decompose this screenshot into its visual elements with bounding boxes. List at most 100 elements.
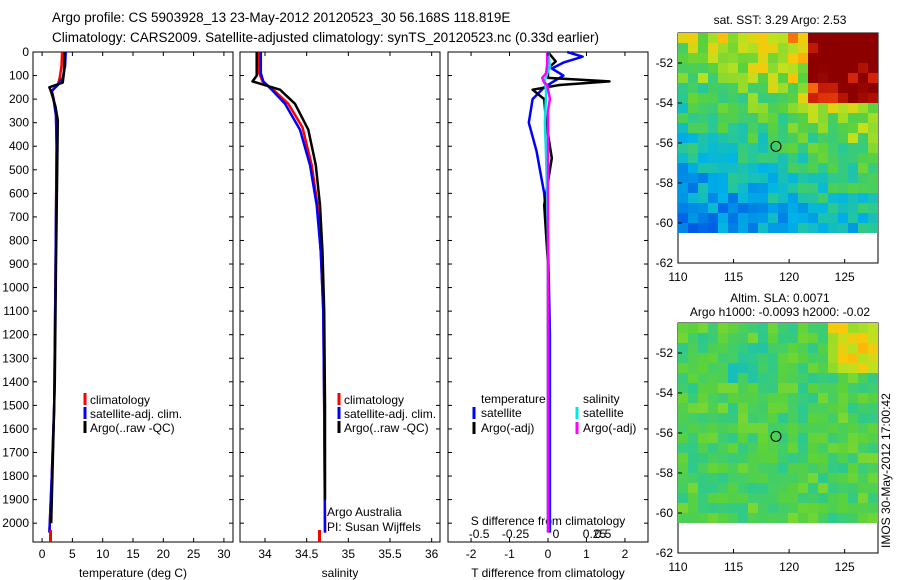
depth-tick-label: 1500 [2,398,29,412]
map-cell [848,123,858,133]
map-cell [768,333,778,343]
map-cell [778,333,788,343]
map-cell [818,93,828,103]
map-cell [738,133,748,143]
map-cell [838,453,848,463]
map-cell [798,373,808,383]
map-cell [798,473,808,483]
map-cell [798,483,808,493]
map-cell [678,343,688,353]
map-cell [718,393,728,403]
map-cell [798,163,808,173]
map-cell [738,33,748,43]
map-cell [778,383,788,393]
map-x-tick-label: 125 [835,560,855,574]
map-cell [868,213,878,223]
map-cell [748,123,758,133]
map-cell [848,473,858,483]
map-cell [728,453,738,463]
map-cell [818,123,828,133]
map-cell [788,103,798,113]
map-cell [808,453,818,463]
map-cell [708,413,718,423]
map-cell [678,163,688,173]
x-tick-label: 0 [545,547,552,561]
map-cell [858,223,868,233]
map-cell [778,113,788,123]
map-cell [778,223,788,233]
argo-location-marker [770,430,782,442]
map-cell [738,453,748,463]
map-cell [758,53,768,63]
map-cell [738,63,748,73]
map-cell [858,323,868,333]
map-cell [858,53,868,63]
series-line [257,52,327,533]
map-cell [808,93,818,103]
map-cell [708,393,718,403]
map-cell [788,483,798,493]
map-cell [868,133,878,143]
map-x-tick-label: 115 [724,270,743,284]
map-cell [728,333,738,343]
map-cell [678,473,688,483]
map-cell [708,443,718,453]
header-line1: Argo profile: CS 5903928_13 23-May-2012 … [52,10,510,25]
map-cell [748,143,758,153]
map-cell [758,173,768,183]
temperature-panel [32,51,234,543]
map-cell [868,173,878,183]
argo-location-marker [770,140,782,152]
map-cell [738,423,748,433]
map-cell [768,33,778,43]
map-cell [698,53,708,63]
map-cell [858,33,868,43]
map-cell [758,103,768,113]
map-cell [728,423,738,433]
map-cell [718,333,728,343]
header-line2: Climatology: CARS2009. Satellite-adjuste… [52,30,599,45]
legend-argo: Argo(..raw -QC) [344,421,429,435]
map-cell [838,373,848,383]
map-cell [858,503,868,513]
map-cell [718,403,728,413]
map-cell [768,43,778,53]
map-cell [848,193,858,203]
map-cell [858,113,868,123]
map-cell [778,173,788,183]
map-cell [858,393,868,403]
map-cell [858,413,868,423]
map-cell [858,143,868,153]
temperature-legend: climatology satellite-adj. clim. Argo(..… [83,393,182,435]
map-cell [718,123,728,133]
map-cell [688,393,698,403]
depth-tick-label: 2000 [2,516,29,530]
map-cell [688,343,698,353]
map-cell [798,143,808,153]
map-cell [728,363,738,373]
map-cell [728,463,738,473]
map-cell [688,513,698,523]
map-cell [748,133,758,143]
map-cell [718,453,728,463]
map-cell [768,513,778,523]
map-cell [818,53,828,63]
map-cell [718,343,728,353]
map-cell [688,383,698,393]
sla-map-title: Altim. SLA: 0.0071 [730,291,830,305]
map-cell [828,433,838,443]
map-cell [758,513,768,523]
map-cell [718,83,728,93]
map-cell [748,103,758,113]
map-cell [748,333,758,343]
map-cell [788,503,798,513]
map-cell [748,393,758,403]
map-cell [728,403,738,413]
map-cell [838,213,848,223]
map-cell [778,183,788,193]
depth-tick-label: 300 [9,116,29,130]
map-cell [728,223,738,233]
map-cell [768,453,778,463]
map-cell [778,323,788,333]
map-cell [838,393,848,403]
